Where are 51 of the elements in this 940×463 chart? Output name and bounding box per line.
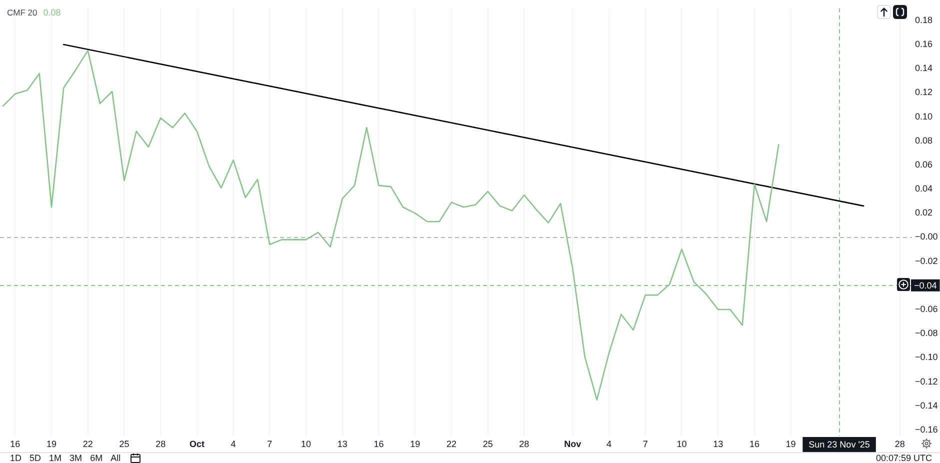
text: 5D	[30, 453, 42, 463]
x-tick-label: 7	[642, 438, 648, 449]
x-tick-label: 25	[119, 438, 130, 449]
text: 6M	[90, 453, 103, 463]
y-tick-label: 0.10	[915, 111, 933, 122]
y-tick-label: 0.02	[915, 208, 933, 218]
y-tick-label: −0.12	[915, 376, 938, 386]
x-tick-label: 13	[337, 438, 348, 449]
text: All	[110, 453, 121, 463]
ref-line-label: −0.04	[914, 280, 937, 290]
ref-line-label: Sun 23 Nov '25	[808, 439, 870, 450]
x-tick-label: 28	[894, 438, 905, 449]
x-tick-label: 10	[676, 438, 687, 449]
y-tick-label: −0.06	[915, 304, 938, 314]
x-tick-label: 28	[519, 438, 530, 449]
x-tick-label: 19	[46, 438, 57, 449]
x-tick-label: Nov	[564, 438, 582, 449]
y-tick-label: −0.08	[915, 328, 938, 338]
x-tick-label: 22	[446, 438, 456, 449]
y-tick-label: 0.06	[915, 159, 933, 170]
chart-title: CMF 20	[7, 7, 38, 18]
text: 1M	[49, 453, 62, 463]
x-tick-label: 4	[230, 438, 236, 449]
y-tick-label: 0.04	[915, 184, 933, 194]
x-tick-label: 4	[606, 438, 612, 449]
y-tick-label: −0.10	[915, 352, 938, 362]
y-tick-label: −0.02	[915, 256, 938, 266]
y-tick-label: −0.00	[915, 232, 938, 242]
y-tick-label: 0.08	[915, 135, 933, 146]
y-tick-label: 0.14	[915, 63, 933, 74]
text: 3M	[70, 453, 82, 463]
x-tick-label: 19	[410, 438, 420, 449]
annotation: 0.08	[43, 7, 61, 18]
x-tick-label: 28	[156, 438, 166, 449]
y-tick-label: 0.12	[915, 87, 933, 98]
x-tick-label: Oct	[189, 438, 204, 449]
text: 00:07:59 UTC	[876, 453, 932, 463]
x-tick-label: 10	[301, 438, 312, 449]
x-tick-label: 13	[713, 438, 724, 449]
text: 1D	[10, 453, 22, 463]
x-tick-label: 16	[374, 438, 384, 449]
y-tick-label: 0.16	[915, 39, 933, 50]
y-tick-label: −0.16	[915, 424, 938, 434]
x-tick-label: 16	[10, 438, 20, 449]
x-tick-label: 19	[786, 438, 796, 449]
x-tick-label: 25	[482, 438, 493, 449]
x-tick-label: 22	[82, 438, 93, 449]
x-tick-label: 16	[749, 438, 760, 449]
y-tick-label: 0.18	[915, 14, 933, 25]
y-tick-label: −0.14	[915, 400, 938, 410]
x-tick-label: 7	[267, 438, 272, 449]
